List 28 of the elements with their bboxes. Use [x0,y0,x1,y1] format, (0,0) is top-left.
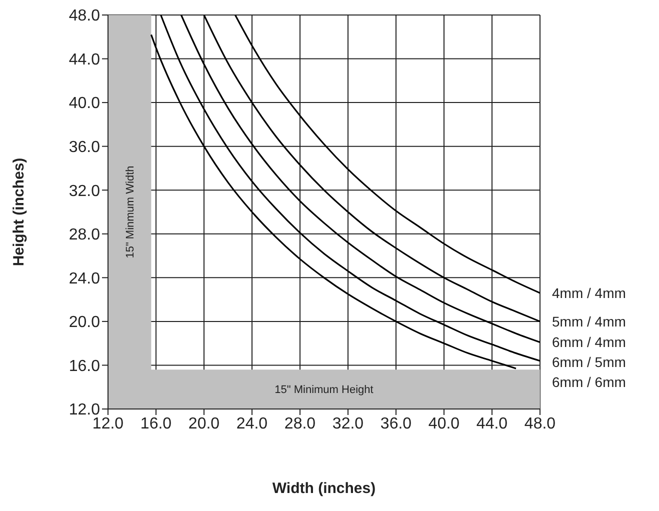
x-tick-label: 40.0 [428,415,460,432]
y-tick-label: 44.0 [68,51,100,68]
x-axis-title: Width (inches) [272,480,376,497]
y-tick-label: 20.0 [68,314,100,332]
y-tick-label: 40.0 [68,95,100,112]
x-tick-label: 48.0 [524,415,556,432]
y-tick-label: 16.0 [68,358,100,375]
y-tick-label: 48.0 [68,8,100,25]
x-tick-label: 36.0 [380,415,412,432]
text: 6mm / 6mm [552,374,626,390]
y-tick-label: 24.0 [68,270,100,288]
x-tick-label: 16.0 [140,415,172,432]
x-tick-label: 28.0 [284,415,316,432]
y-tick-label: 28.0 [68,226,100,244]
y-tick-label: 32.0 [68,182,100,200]
y-axis-title: Height (inches) [10,158,28,266]
line-series [234,15,540,294]
x-tick-label: 20.0 [188,415,220,432]
x-tick-label: 24.0 [236,415,268,432]
series-label: 6mm / 5mm [552,354,626,370]
x-tick-label: 44.0 [476,415,508,432]
band-label: 15" Minmum Width [124,166,137,258]
series-label: 6mm / 4mm [552,334,626,350]
y-tick-label: 36.0 [68,139,100,156]
x-tick-label: 32.0 [332,415,364,432]
series-label: 5mm / 4mm [552,313,626,330]
band-label: 15" Minimum Height [274,384,374,396]
series-label: 4mm / 4mm [552,284,626,301]
